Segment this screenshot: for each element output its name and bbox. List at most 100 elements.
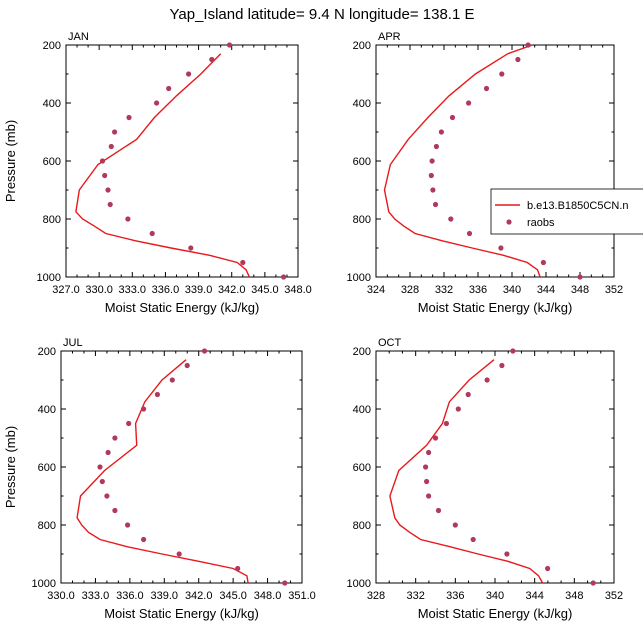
x-tick-label: 336: [469, 284, 487, 296]
plot-frame: [60, 350, 303, 584]
obs-point: [125, 522, 131, 528]
obs-point: [540, 259, 547, 266]
y-tick-label: 1000: [347, 272, 371, 284]
obs-point: [97, 464, 103, 470]
obs-point: [423, 464, 429, 470]
obs-point: [149, 230, 155, 237]
obs-point: [428, 172, 434, 179]
y-tick-label: 600: [38, 462, 56, 474]
obs-point: [169, 377, 175, 383]
obs-point: [525, 42, 531, 48]
x-tick-label: 336.0: [152, 284, 180, 296]
y-tick-label: 200: [38, 346, 56, 358]
obs-point: [545, 565, 551, 572]
obs-point: [466, 100, 472, 106]
obs-point: [281, 274, 287, 280]
y-tick-label: 400: [353, 404, 371, 416]
panel-jul: 330.0 333.0 336.0 339.0 342.0 345.0 348.0 351.0…: [3, 337, 316, 621]
x-axis-label: Moist Static Energy (kJ/kg): [418, 606, 573, 621]
x-tick-label: 352: [605, 590, 623, 602]
obs-point: [166, 85, 172, 92]
legend-marker-swatch: [506, 219, 512, 225]
panel-apr: 324 328 332 336 340 344 348 352 200 400 600 800 1000…: [347, 31, 624, 315]
panel-jan: 327.0 330.0 333.0 336.0 339.0 342.0 345.0 348.0…: [3, 31, 312, 315]
x-tick-label: 345.0: [219, 590, 247, 602]
obs-point: [433, 143, 439, 150]
obs-point: [465, 391, 471, 398]
y-tick-label: 400: [43, 98, 61, 110]
x-tick-label: 333.0: [119, 284, 147, 296]
obs-point: [99, 158, 106, 164]
obs-point: [235, 565, 241, 572]
x-tick-label: 340: [503, 284, 521, 296]
obs-point: [112, 129, 118, 135]
obs-point: [112, 507, 118, 514]
panel-label: OCT: [378, 337, 402, 349]
y-tick-label: 800: [353, 520, 371, 532]
obs-point: [209, 56, 215, 63]
x-tick-label: 348.0: [284, 284, 312, 296]
y-tick-label: 600: [353, 462, 371, 474]
obs-point: [154, 391, 160, 398]
x-tick-label: 327.0: [52, 284, 80, 296]
obs-point: [141, 406, 147, 412]
obs-point: [240, 259, 246, 266]
model-line: [76, 359, 249, 584]
panel-oct: 328 332 336 340 344 348 352 200 400 600 800 1000 OCT…: [347, 337, 624, 621]
x-tick-label: 351.0: [288, 590, 316, 602]
y-tick-label: 200: [353, 40, 371, 52]
obs-point: [499, 71, 505, 77]
y-tick-label: 1000: [347, 578, 371, 590]
x-tick-label: 348: [571, 284, 589, 296]
obs-point: [432, 435, 439, 441]
x-axis-label: Moist Static Energy (kJ/kg): [105, 300, 260, 315]
figure-title: Yap_Island latitude= 9.4 N longitude= 13…: [170, 6, 475, 23]
x-tick-label: 348: [565, 590, 583, 602]
obs-point: [499, 362, 505, 369]
x-tick-label: 352: [605, 284, 623, 296]
x-tick-label: 332: [406, 590, 424, 602]
obs-point: [125, 216, 131, 222]
panels: 327.0 330.0 333.0 336.0 339.0 342.0 345.0 348.0…: [3, 31, 623, 621]
y-tick-label: 200: [353, 346, 371, 358]
obs-point: [510, 348, 516, 354]
obs-point: [466, 230, 473, 237]
x-tick-label: 330.0: [85, 284, 113, 296]
y-tick-label: 1000: [37, 272, 61, 284]
y-tick-label: 200: [43, 40, 61, 52]
y-axis-label: Pressure (mb): [3, 426, 18, 508]
x-tick-label: 339.0: [185, 284, 213, 296]
x-tick-label: 330.0: [47, 590, 75, 602]
y-tick-label: 800: [353, 214, 371, 226]
obs-point: [188, 245, 194, 251]
obs-point: [515, 56, 521, 63]
obs-point: [448, 216, 454, 222]
obs-point: [105, 187, 111, 193]
panel-label: JAN: [68, 31, 89, 43]
obs-point: [470, 536, 476, 543]
obs-point: [112, 435, 118, 441]
obs-point: [108, 143, 114, 150]
obs-point: [424, 478, 430, 485]
model-line: [75, 53, 251, 278]
obs-point: [126, 114, 132, 121]
y-tick-label: 800: [43, 214, 61, 226]
x-tick-label: 328: [367, 590, 385, 602]
y-tick-label: 800: [38, 520, 56, 532]
x-tick-label: 336.0: [116, 590, 144, 602]
obs-point: [154, 100, 160, 106]
x-tick-label: 342.0: [185, 590, 213, 602]
obs-point: [429, 158, 435, 164]
x-tick-label: 332: [435, 284, 453, 296]
y-tick-label: 400: [38, 404, 56, 416]
x-tick-label: 328: [401, 284, 419, 296]
x-tick-label: 344: [537, 284, 555, 296]
obs-point: [126, 420, 132, 427]
obs-point: [104, 493, 110, 499]
obs-point: [590, 580, 596, 586]
obs-point: [426, 493, 432, 499]
x-tick-label: 344: [525, 590, 543, 602]
x-tick-label: 336: [446, 590, 464, 602]
obs-point: [99, 478, 105, 485]
